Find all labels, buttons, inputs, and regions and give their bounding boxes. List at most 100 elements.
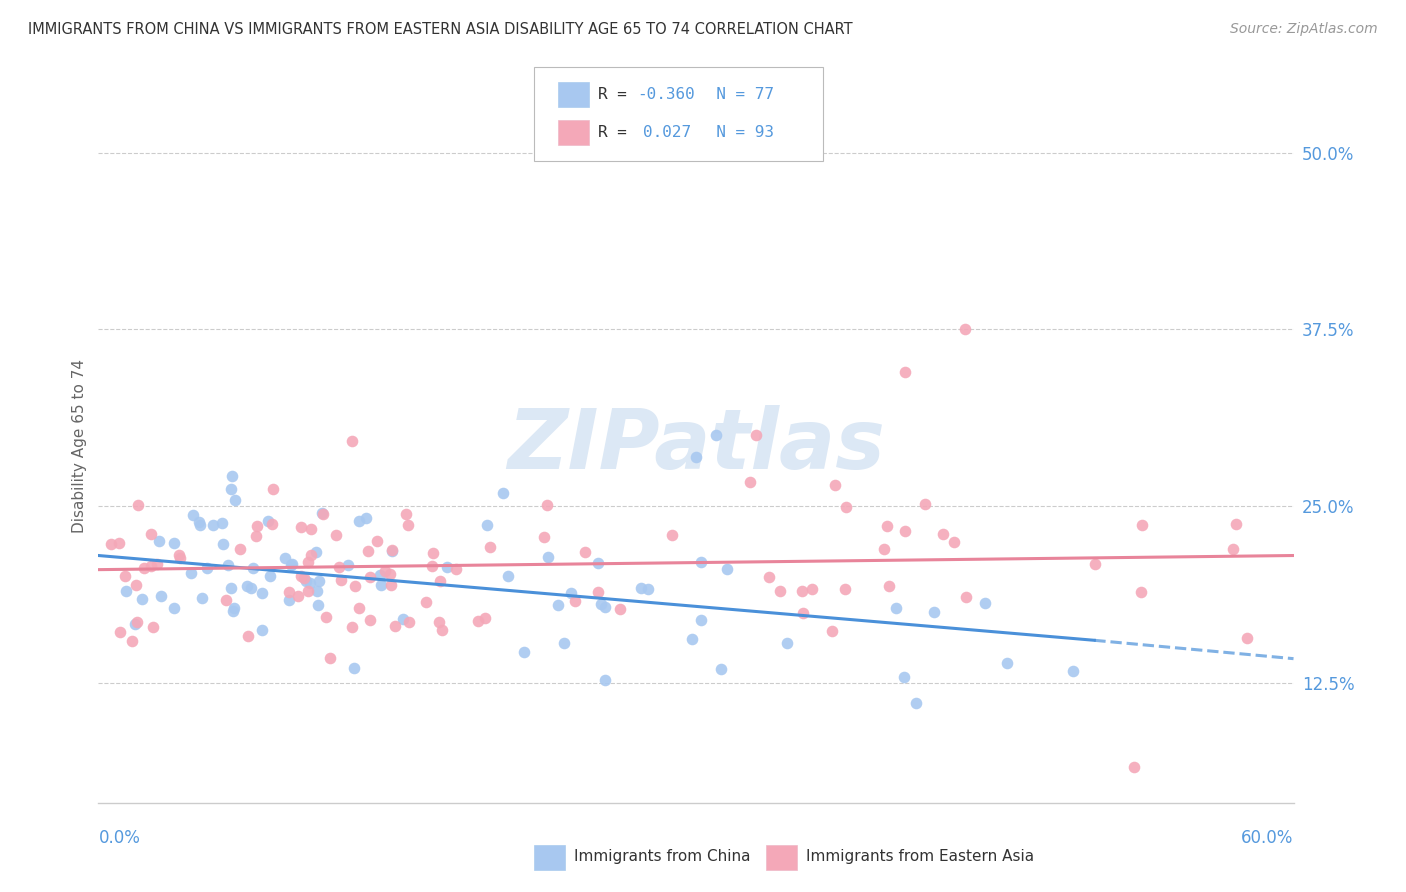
- Point: [953, 322, 976, 336]
- Point: [287, 589, 309, 603]
- Point: [114, 569, 136, 583]
- Point: [259, 569, 281, 583]
- Point: [835, 500, 858, 515]
- Point: [145, 557, 167, 571]
- Point: [444, 562, 467, 576]
- Point: [301, 522, 323, 536]
- Point: [347, 600, 370, 615]
- Point: [1236, 631, 1258, 645]
- Point: [187, 515, 209, 529]
- Point: [430, 623, 453, 637]
- Point: [630, 582, 652, 596]
- Point: [305, 583, 328, 598]
- Point: [370, 578, 392, 592]
- Point: [1130, 517, 1153, 532]
- Point: [211, 516, 233, 530]
- Text: 60.0%: 60.0%: [1241, 830, 1294, 847]
- Point: [689, 555, 711, 569]
- Point: [1123, 760, 1146, 774]
- Point: [330, 574, 353, 588]
- Point: [872, 541, 894, 556]
- Point: [512, 644, 534, 658]
- Point: [212, 537, 235, 551]
- Point: [274, 551, 297, 566]
- Point: [905, 696, 928, 710]
- Point: [167, 548, 190, 562]
- Point: [201, 518, 224, 533]
- Point: [197, 560, 219, 574]
- Point: [180, 566, 202, 581]
- Point: [574, 545, 596, 559]
- Point: [125, 615, 148, 629]
- Point: [299, 549, 322, 563]
- Point: [492, 485, 515, 500]
- Point: [277, 593, 299, 607]
- Point: [311, 507, 333, 521]
- Point: [163, 600, 186, 615]
- Point: [893, 670, 915, 684]
- Point: [914, 497, 936, 511]
- Point: [305, 545, 328, 559]
- Point: [384, 619, 406, 633]
- Point: [553, 636, 575, 650]
- Point: [593, 600, 616, 615]
- Point: [547, 598, 569, 612]
- Point: [222, 601, 245, 615]
- Point: [792, 606, 814, 620]
- Text: IMMIGRANTS FROM CHINA VS IMMIGRANTS FROM EASTERN ASIA DISABILITY AGE 65 TO 74 CO: IMMIGRANTS FROM CHINA VS IMMIGRANTS FROM…: [28, 22, 853, 37]
- Point: [163, 536, 186, 550]
- Point: [932, 526, 955, 541]
- Point: [429, 574, 451, 588]
- Point: [536, 498, 558, 512]
- Point: [1222, 542, 1244, 557]
- Point: [307, 598, 329, 612]
- Point: [995, 656, 1018, 670]
- Point: [564, 593, 586, 607]
- Point: [877, 579, 900, 593]
- Point: [245, 529, 267, 543]
- Point: [114, 584, 136, 599]
- Point: [242, 561, 264, 575]
- Point: [876, 518, 898, 533]
- Point: [681, 632, 703, 647]
- Point: [685, 450, 707, 464]
- Point: [368, 568, 391, 582]
- Point: [609, 602, 631, 616]
- Point: [661, 527, 683, 541]
- Point: [745, 428, 768, 442]
- Point: [336, 558, 359, 572]
- Point: [100, 537, 122, 551]
- Point: [134, 561, 156, 575]
- Point: [955, 590, 977, 604]
- Point: [290, 520, 312, 534]
- Text: ZIPatlas: ZIPatlas: [508, 406, 884, 486]
- Point: [359, 570, 381, 584]
- Point: [221, 581, 243, 595]
- Point: [347, 514, 370, 528]
- Text: Immigrants from China: Immigrants from China: [574, 849, 751, 863]
- Point: [366, 534, 388, 549]
- Point: [422, 546, 444, 560]
- Text: -0.360: -0.360: [637, 87, 695, 102]
- Point: [467, 615, 489, 629]
- Point: [824, 478, 846, 492]
- Point: [380, 577, 402, 591]
- Point: [221, 468, 243, 483]
- Point: [1130, 585, 1153, 599]
- Point: [108, 624, 131, 639]
- Point: [392, 612, 415, 626]
- Point: [537, 550, 560, 565]
- Point: [236, 579, 259, 593]
- Point: [436, 560, 458, 574]
- Point: [325, 528, 347, 542]
- Point: [586, 556, 609, 570]
- Point: [560, 586, 582, 600]
- Point: [343, 579, 366, 593]
- Point: [125, 577, 148, 591]
- Point: [475, 518, 498, 533]
- Point: [139, 559, 162, 574]
- Point: [758, 570, 780, 584]
- Point: [381, 543, 404, 558]
- Point: [834, 582, 856, 597]
- Point: [801, 582, 824, 596]
